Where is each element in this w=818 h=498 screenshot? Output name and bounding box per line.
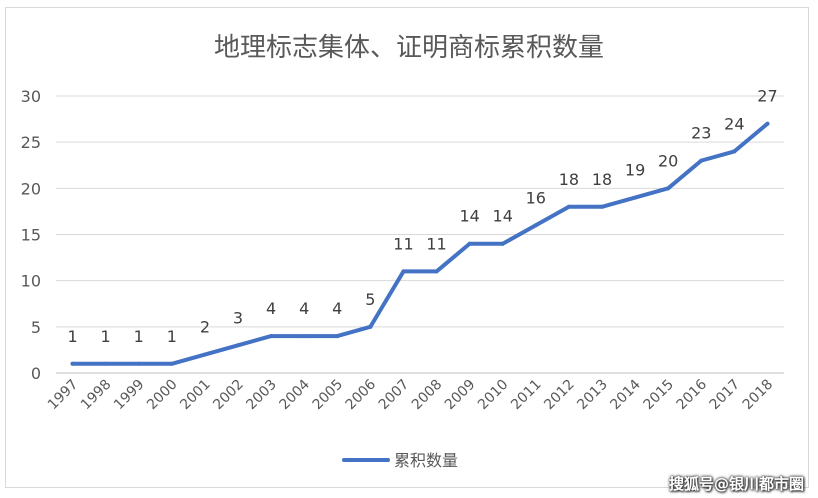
watermark: 搜狐号@银川都市圈 — [668, 475, 804, 493]
data-label: 4 — [266, 299, 276, 318]
data-point — [202, 352, 207, 357]
chart-title: 地理标志集体、证明商标累积数量 — [214, 33, 604, 63]
x-tick-label: 2015 — [640, 377, 677, 414]
data-label: 1 — [67, 327, 77, 346]
data-point — [633, 195, 638, 200]
data-point — [699, 158, 704, 163]
data-point — [368, 324, 373, 329]
x-tick-label: 2016 — [674, 376, 711, 413]
data-label: 2 — [200, 318, 210, 337]
data-point — [600, 204, 604, 209]
series-line — [70, 121, 770, 366]
x-tick-label: 2000 — [144, 377, 181, 414]
data-point — [335, 334, 340, 339]
data-label: 19 — [625, 161, 645, 180]
data-point — [732, 149, 737, 154]
data-label: 18 — [559, 170, 579, 189]
y-tick-label: 5 — [31, 318, 41, 337]
x-tick-label: 2006 — [343, 376, 380, 413]
data-point — [169, 361, 174, 366]
x-tick-label: 1999 — [111, 377, 148, 414]
data-point — [500, 241, 505, 246]
x-tick-label: 2017 — [707, 377, 744, 414]
data-label: 24 — [724, 114, 744, 133]
x-tick-label: 2014 — [607, 376, 644, 413]
x-tick-label: 2005 — [310, 377, 347, 414]
data-point — [236, 343, 240, 348]
data-label: 23 — [691, 124, 711, 143]
x-tick-label: 2009 — [442, 377, 479, 414]
data-label: 18 — [592, 170, 612, 189]
x-axis: 1997199819992000200120022003200420052006… — [45, 376, 776, 413]
data-label: 5 — [365, 290, 375, 309]
data-point — [70, 361, 75, 366]
x-tick-label: 2001 — [177, 377, 214, 414]
x-tick-label: 2010 — [475, 377, 512, 414]
data-label: 3 — [233, 308, 243, 327]
data-point — [401, 269, 406, 274]
y-tick-label: 30 — [21, 87, 41, 106]
data-label: 14 — [493, 207, 513, 226]
x-tick-label: 2012 — [541, 377, 578, 414]
x-tick-label: 2003 — [243, 377, 280, 414]
x-tick-label: 1998 — [78, 377, 115, 414]
data-point — [566, 204, 571, 209]
data-label: 14 — [459, 207, 479, 226]
data-label: 1 — [101, 327, 111, 346]
chart-frame — [5, 7, 809, 488]
data-point — [269, 334, 274, 339]
x-tick-label: 2002 — [210, 377, 247, 414]
data-label: 1 — [167, 327, 177, 346]
data-point — [302, 334, 307, 339]
data-label: 27 — [757, 87, 777, 106]
x-tick-label: 2007 — [376, 377, 413, 414]
y-tick-label: 0 — [31, 364, 41, 383]
x-tick-label: 2008 — [409, 377, 446, 414]
data-point — [136, 361, 141, 366]
data-label: 1 — [134, 327, 144, 346]
data-label: 16 — [526, 188, 546, 207]
data-point — [533, 223, 538, 228]
data-label: 4 — [299, 299, 309, 318]
data-point — [666, 186, 671, 191]
x-tick-label: 2018 — [740, 377, 777, 414]
data-point — [434, 269, 439, 274]
data-point — [467, 241, 472, 246]
data-label: 20 — [658, 151, 678, 170]
data-label: 11 — [393, 234, 413, 253]
data-label: 11 — [426, 234, 446, 253]
x-tick-label: 2004 — [276, 376, 313, 413]
legend: 累积数量 — [342, 451, 458, 470]
data-point — [765, 121, 770, 126]
y-tick-label: 20 — [21, 179, 41, 198]
x-tick-label: 1997 — [45, 377, 82, 414]
legend-label: 累积数量 — [394, 451, 458, 470]
y-tick-label: 25 — [21, 133, 41, 152]
data-point — [103, 361, 108, 366]
y-axis: 0 5 10 15 20 25 30 — [21, 87, 41, 383]
y-tick-label: 10 — [21, 272, 41, 291]
data-label: 4 — [332, 299, 342, 318]
x-tick-label: 2013 — [574, 377, 611, 414]
x-tick-label: 2011 — [508, 377, 545, 414]
gridlines — [56, 95, 784, 374]
y-tick-label: 15 — [21, 226, 41, 245]
